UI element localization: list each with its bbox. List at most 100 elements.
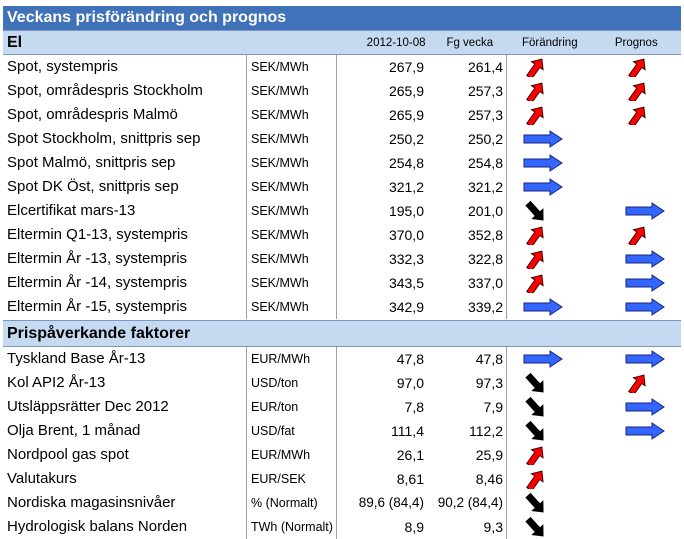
row-unit: USD/fat — [247, 419, 337, 443]
row-forecast — [591, 419, 681, 443]
row-change — [507, 175, 591, 199]
table-row: Eltermin Q1-13, systempris SEK/MWh 370,0 35… — [3, 223, 681, 247]
row-unit: SEK/MWh — [247, 151, 337, 175]
table-row: Eltermin År -14, systempris SEK/MWh 343,5 3… — [3, 271, 681, 295]
row-prev-week-value: 322,8 — [430, 247, 507, 271]
row-name: Hydrologisk balans Norden — [3, 515, 247, 539]
row-forecast — [591, 103, 681, 127]
table-row: Utsläppsrätter Dec 2012 EUR/ton 7,8 7,9 — [3, 395, 681, 419]
red-up-arrow-icon — [628, 226, 646, 245]
factor-rows: Tyskland Base År-13 EUR/MWh 47,8 47,8 Kol AP… — [3, 347, 681, 539]
table-row: Eltermin År -15, systempris SEK/MWh 342,9 3… — [3, 295, 681, 319]
row-prev-week-value: 261,4 — [430, 55, 507, 79]
row-current-value: 8,61 — [396, 471, 424, 487]
row-name: Spot Stockholm, snittpris sep — [3, 127, 247, 151]
row-current-value: 195,0 — [388, 203, 424, 219]
row-change — [507, 199, 591, 223]
row-name: Elcertifikat mars-13 — [3, 199, 247, 223]
row-prev-week-value: 257,3 — [430, 103, 507, 127]
row-name: Kol API2 År-13 — [3, 371, 247, 395]
row-prev-week-value: 8,46 — [430, 467, 507, 491]
row-forecast — [591, 491, 681, 515]
row-prev-week-value: 90,2 (84,4) — [430, 491, 507, 515]
row-prev-week-value: 250,2 — [430, 127, 507, 151]
row-name: Tyskland Base År-13 — [3, 347, 247, 371]
row-prev-week-value: 254,8 — [430, 151, 507, 175]
row-name: Eltermin År -15, systempris — [3, 295, 247, 319]
black-down-arrow-icon — [525, 373, 544, 393]
row-current-value: 7,8 — [404, 399, 424, 415]
table-title: Veckans prisförändring och prognos — [3, 6, 681, 30]
row-unit: SEK/MWh — [247, 55, 337, 79]
row-unit: SEK/MWh — [247, 247, 337, 271]
row-current-value: 265,9 — [388, 83, 424, 99]
row-name: Spot DK Öst, snittpris sep — [3, 175, 247, 199]
column-header-forecast: Prognos — [614, 36, 658, 49]
row-change — [507, 271, 591, 295]
blue-right-arrow-icon — [625, 202, 665, 220]
row-unit: SEK/MWh — [247, 127, 337, 151]
table-row: Eltermin År -13, systempris SEK/MWh 332,3 3… — [3, 247, 681, 271]
red-up-arrow-icon — [526, 58, 544, 77]
table-row: Hydrologisk balans Norden TWh (Normalt) 8,… — [3, 515, 681, 539]
blue-right-arrow-icon — [625, 274, 665, 292]
row-current-value: 342,9 — [388, 299, 424, 315]
row-unit: SEK/MWh — [247, 175, 337, 199]
table-row: Spot Stockholm, snittpris sep SEK/MWh 250,… — [3, 127, 681, 151]
red-up-arrow-icon — [526, 470, 544, 489]
blue-right-arrow-icon — [625, 250, 665, 268]
row-current-value: 8,9 — [404, 519, 424, 535]
el-rows: Spot, systempris SEK/MWh 267,9 261,4 Spot, o… — [3, 55, 681, 319]
row-name: Spot, systempris — [3, 55, 247, 79]
table-row: Spot, systempris SEK/MWh 267,9 261,4 — [3, 55, 681, 79]
row-unit: EUR/MWh — [247, 443, 337, 467]
row-unit: SEK/MWh — [247, 79, 337, 103]
row-name: Utsläppsrätter Dec 2012 — [3, 395, 247, 419]
row-change — [507, 247, 591, 271]
table-row: Nordpool gas spot EUR/MWh 26,1 25,9 — [3, 443, 681, 467]
row-change — [507, 395, 591, 419]
row-unit: EUR/SEK — [247, 467, 337, 491]
row-prev-week-value: 25,9 — [430, 443, 507, 467]
row-name: Olja Brent, 1 månad — [3, 419, 247, 443]
black-down-arrow-icon — [525, 421, 544, 441]
table-row: Spot, områdespris Malmö SEK/MWh 265,9 257,3 — [3, 103, 681, 127]
black-down-arrow-icon — [525, 397, 544, 417]
row-forecast — [591, 395, 681, 419]
el-section-title: El — [7, 33, 23, 51]
row-forecast — [591, 295, 681, 319]
row-change — [507, 491, 591, 515]
table-row: Valutakurs EUR/SEK 8,61 8,46 — [3, 467, 681, 491]
blue-right-arrow-icon — [625, 422, 665, 440]
table-row: Spot DK Öst, snittpris sep SEK/MWh 321,2 32… — [3, 175, 681, 199]
blue-right-arrow-icon — [625, 398, 665, 416]
table-row: Nordiska magasinsnivåer% (Normalt) 89,6 (… — [3, 491, 681, 515]
row-prev-week-value: 337,0 — [430, 271, 507, 295]
red-up-arrow-icon — [526, 250, 544, 269]
row-change — [507, 371, 591, 395]
row-change — [507, 103, 591, 127]
row-unit: SEK/MWh — [247, 223, 337, 247]
row-forecast — [591, 467, 681, 491]
row-current-value: 250,2 — [388, 131, 424, 147]
table-row: Spot, områdespris Stockholm SEK/MWh 265,9 2… — [3, 79, 681, 103]
row-prev-week-value: 7,9 — [430, 395, 507, 419]
row-name: Nordpool gas spot — [3, 443, 247, 467]
black-down-arrow-icon — [525, 201, 544, 221]
row-prev-week-value: 201,0 — [430, 199, 507, 223]
row-unit: USD/ton — [247, 371, 337, 395]
row-name: Eltermin År -14, systempris — [3, 271, 247, 295]
column-header-prev-week: Fg vecka — [446, 36, 494, 49]
row-current-value: 111,4 — [391, 423, 424, 439]
red-up-arrow-icon — [526, 274, 544, 293]
row-name: Spot, områdespris Malmö — [3, 103, 247, 127]
table-row: Elcertifikat mars-13 SEK/MWh 195,0 201,0 — [3, 199, 681, 223]
blue-right-arrow-icon — [523, 154, 563, 172]
row-unit: % (Normalt) — [247, 491, 337, 515]
row-change — [507, 79, 591, 103]
row-change — [507, 295, 591, 319]
row-prev-week-value: 97,3 — [430, 371, 507, 395]
row-name: Spot Malmö, snittpris sep — [3, 151, 247, 175]
row-prev-week-value: 339,2 — [430, 295, 507, 319]
row-prev-week-value: 112,2 — [430, 419, 507, 443]
